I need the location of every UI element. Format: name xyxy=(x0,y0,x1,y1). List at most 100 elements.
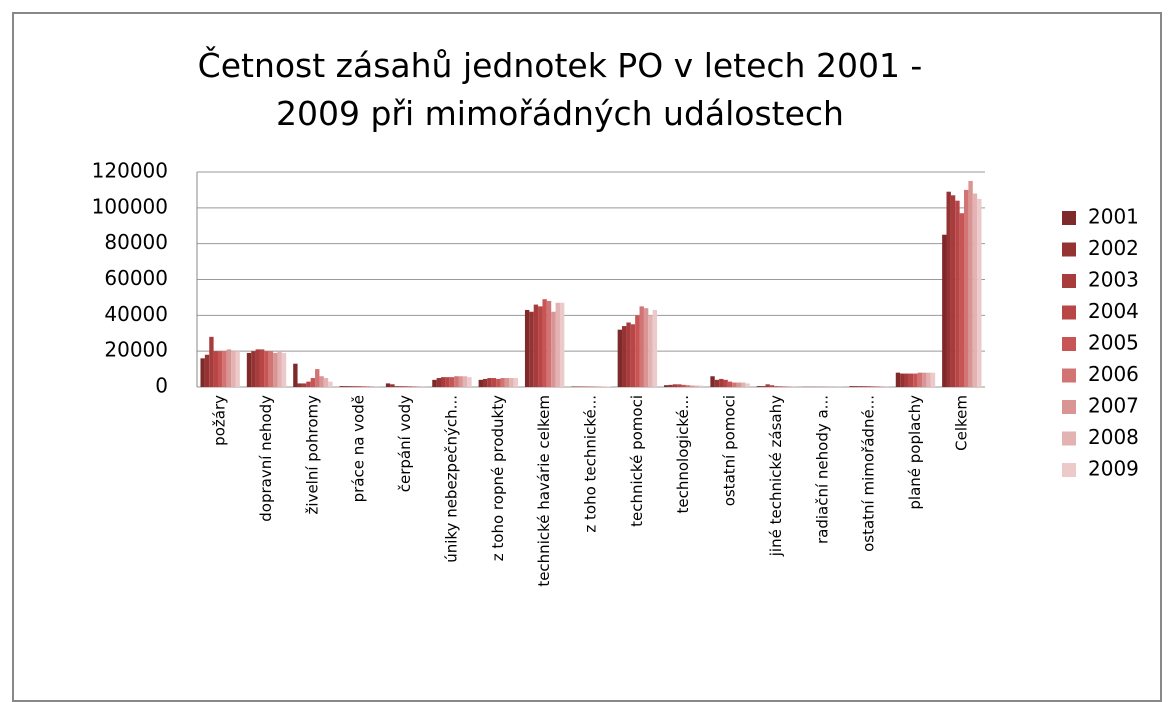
bar xyxy=(728,382,732,387)
bar xyxy=(222,351,226,387)
bar xyxy=(922,373,926,387)
bar xyxy=(487,378,491,387)
legend-label: 2007 xyxy=(1088,394,1139,418)
bar xyxy=(664,385,668,387)
bar xyxy=(896,373,900,387)
legend-swatch xyxy=(1062,400,1076,414)
legend-swatch xyxy=(1062,463,1076,477)
x-tick-label: úniky nebezpečných... xyxy=(442,395,460,563)
bar xyxy=(622,326,626,387)
bar xyxy=(644,308,648,387)
legend-swatch xyxy=(1062,243,1076,257)
bar xyxy=(463,376,467,387)
bar xyxy=(479,380,483,387)
bar xyxy=(509,378,513,387)
bar xyxy=(942,235,946,387)
y-tick-label: 120000 xyxy=(92,159,168,183)
bar xyxy=(403,386,407,387)
bar xyxy=(209,337,213,387)
bar xyxy=(421,386,425,387)
bar xyxy=(214,351,218,387)
legend-label: 2008 xyxy=(1088,425,1139,449)
bar xyxy=(556,303,560,387)
legend-label: 2002 xyxy=(1088,236,1139,260)
bar xyxy=(648,315,652,387)
bar xyxy=(273,353,277,387)
bar xyxy=(682,385,686,387)
bar xyxy=(496,379,500,387)
bar xyxy=(909,374,913,387)
bar xyxy=(964,190,968,387)
bar xyxy=(854,386,858,387)
bar xyxy=(668,385,672,387)
bar xyxy=(500,378,504,387)
bar xyxy=(483,379,487,387)
bar xyxy=(366,386,370,387)
bar xyxy=(640,306,644,387)
x-tick-label: dopravní nehody xyxy=(257,395,275,522)
y-tick-label: 40000 xyxy=(104,302,168,326)
bar xyxy=(593,386,597,387)
bar xyxy=(390,384,394,387)
bar xyxy=(792,386,796,387)
bar xyxy=(774,386,778,387)
x-tick-label: práce na vodě xyxy=(350,395,368,502)
bar xyxy=(947,192,951,387)
bar xyxy=(955,201,959,387)
x-tick-label: požáry xyxy=(211,395,229,446)
bar xyxy=(606,386,610,387)
bar xyxy=(357,386,361,387)
bar xyxy=(298,383,302,387)
legend-label: 2009 xyxy=(1088,457,1139,481)
bar xyxy=(867,386,871,387)
bar xyxy=(977,199,981,387)
bar xyxy=(918,373,922,387)
x-tick-label: radiační nehody a... xyxy=(813,395,831,544)
y-tick-label: 0 xyxy=(155,374,168,398)
bar xyxy=(417,386,421,387)
bar xyxy=(315,369,319,387)
legend-swatch xyxy=(1062,369,1076,383)
bar xyxy=(765,384,769,387)
bar xyxy=(282,353,286,387)
x-tick-label: Celkem xyxy=(952,395,970,451)
bar xyxy=(340,386,344,387)
bar xyxy=(399,386,403,387)
bar xyxy=(960,213,964,387)
bar xyxy=(761,386,765,387)
x-tick-label: ostatní pomoci xyxy=(721,395,739,506)
bar xyxy=(968,181,972,387)
bar xyxy=(926,373,930,387)
bar xyxy=(311,378,315,387)
bar xyxy=(505,378,509,387)
bar xyxy=(576,386,580,387)
bar xyxy=(635,315,639,387)
bar xyxy=(580,386,584,387)
bar xyxy=(589,386,593,387)
bar xyxy=(235,351,239,387)
x-tick-label: z toho technické... xyxy=(582,395,600,533)
bar xyxy=(745,383,749,387)
bar xyxy=(441,377,445,387)
bar xyxy=(905,374,909,387)
bar xyxy=(710,376,714,387)
bar xyxy=(849,386,853,387)
bar xyxy=(218,351,222,387)
bar xyxy=(741,383,745,387)
x-tick-label: ostatní mimořádné... xyxy=(860,395,878,552)
bar xyxy=(673,384,677,387)
legend-swatch xyxy=(1062,211,1076,225)
x-tick-label: z toho ropné produkty xyxy=(489,395,507,561)
bar xyxy=(787,386,791,387)
bar xyxy=(598,386,602,387)
bar xyxy=(690,386,694,387)
bar xyxy=(653,310,657,387)
legend-swatch xyxy=(1062,337,1076,351)
bar xyxy=(459,376,463,387)
x-tick-label: plané poplachy xyxy=(906,395,924,510)
bar xyxy=(900,374,904,387)
bar xyxy=(200,358,204,387)
bar xyxy=(328,382,332,387)
bar xyxy=(319,376,323,387)
